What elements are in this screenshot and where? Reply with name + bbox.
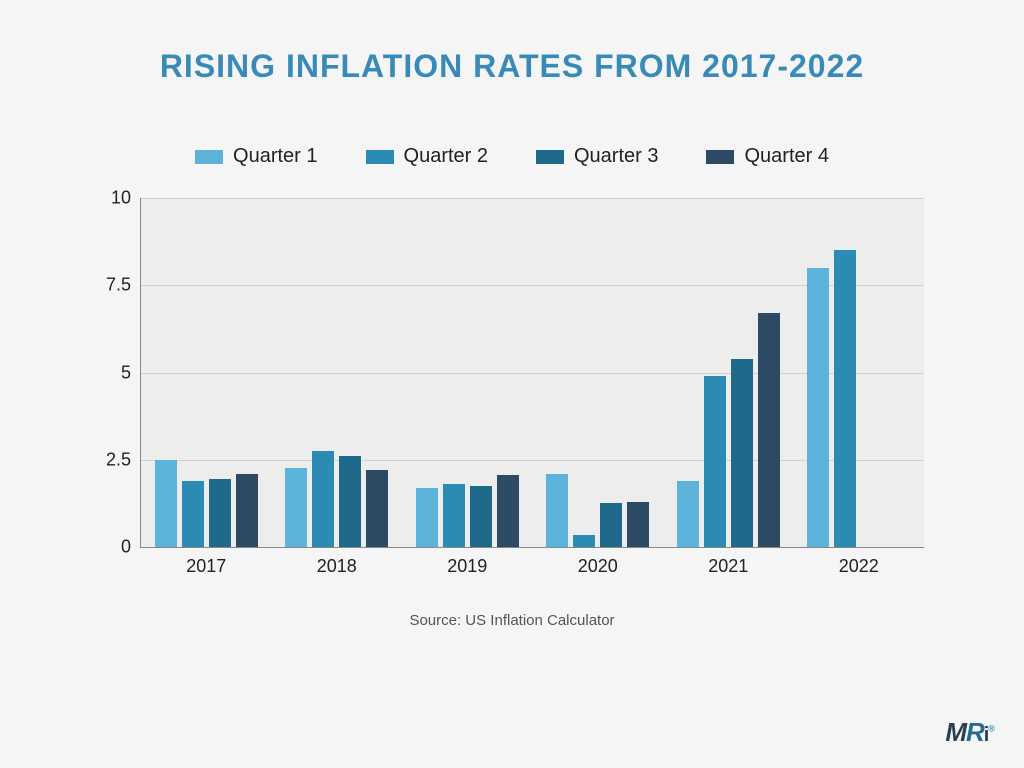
bar [285, 468, 307, 547]
y-axis-label: 0 [91, 537, 131, 558]
bar [731, 359, 753, 547]
logo-r: R [966, 717, 984, 747]
legend-item: Quarter 1 [195, 145, 317, 168]
y-axis-label: 10 [91, 188, 131, 209]
bar [807, 268, 829, 547]
bar [443, 484, 465, 547]
legend-swatch [536, 150, 564, 164]
x-axis-label: 2021 [708, 556, 748, 577]
y-axis-label: 5 [91, 362, 131, 383]
bar [704, 376, 726, 547]
bar [834, 250, 856, 547]
legend-item: Quarter 4 [706, 145, 828, 168]
bar [677, 481, 699, 547]
logo: MRi® [945, 717, 994, 748]
legend-item: Quarter 3 [536, 145, 658, 168]
legend-label: Quarter 2 [404, 145, 488, 168]
bar [497, 475, 519, 547]
chart-title: RISING INFLATION RATES FROM 2017-2022 [0, 0, 1024, 85]
legend-label: Quarter 4 [744, 145, 828, 168]
legend-label: Quarter 1 [233, 145, 317, 168]
bar [155, 460, 177, 547]
legend-item: Quarter 2 [366, 145, 488, 168]
bar [339, 456, 361, 547]
y-axis-label: 2.5 [91, 449, 131, 470]
bar [600, 503, 622, 547]
legend-swatch [706, 150, 734, 164]
x-axis-label: 2022 [839, 556, 879, 577]
legend-swatch [195, 150, 223, 164]
bar [573, 535, 595, 547]
grid-line [141, 198, 924, 199]
y-axis-label: 7.5 [91, 275, 131, 296]
bar [182, 481, 204, 547]
bar [758, 313, 780, 547]
logo-reg: ® [988, 723, 994, 733]
bar [236, 474, 258, 547]
x-axis-label: 2018 [317, 556, 357, 577]
logo-m: M [945, 717, 966, 747]
bar [546, 474, 568, 547]
legend-label: Quarter 3 [574, 145, 658, 168]
x-axis-label: 2020 [578, 556, 618, 577]
bar [416, 488, 438, 547]
source-text: Source: US Inflation Calculator [0, 612, 1024, 629]
bar [209, 479, 231, 547]
chart-container: 0 2.5 5 7.5 10 2017 2018 2019 2020 2021 2022 [80, 188, 944, 588]
bar [627, 502, 649, 547]
bar [366, 470, 388, 547]
legend-swatch [366, 150, 394, 164]
x-axis-label: 2017 [186, 556, 226, 577]
legend: Quarter 1 Quarter 2 Quarter 3 Quarter 4 [0, 145, 1024, 168]
bar [312, 451, 334, 547]
x-axis-label: 2019 [447, 556, 487, 577]
plot-area: 02.557.510201720182019202020212022 [140, 198, 924, 548]
bar [470, 486, 492, 547]
